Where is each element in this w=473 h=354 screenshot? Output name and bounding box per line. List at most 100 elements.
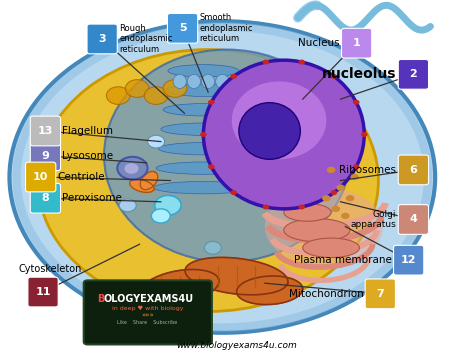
Text: 1: 1: [353, 38, 360, 48]
Text: Lysosome: Lysosome: [62, 151, 114, 161]
Text: 9: 9: [42, 151, 49, 161]
Text: 12: 12: [401, 255, 416, 265]
Circle shape: [263, 205, 269, 210]
Polygon shape: [140, 269, 219, 304]
Circle shape: [332, 206, 340, 212]
Text: Ribosomes: Ribosomes: [339, 165, 396, 175]
Text: 11: 11: [35, 287, 51, 297]
Circle shape: [361, 132, 368, 137]
Ellipse shape: [163, 103, 244, 116]
Circle shape: [117, 157, 148, 179]
Text: 2: 2: [410, 69, 417, 79]
Text: Flagellum: Flagellum: [62, 126, 114, 136]
FancyBboxPatch shape: [365, 279, 395, 309]
FancyBboxPatch shape: [87, 24, 117, 54]
Circle shape: [124, 163, 139, 174]
Circle shape: [298, 205, 305, 210]
Ellipse shape: [168, 65, 239, 77]
Text: in deep ♥ with biology: in deep ♥ with biology: [112, 305, 184, 311]
Polygon shape: [236, 276, 303, 304]
FancyBboxPatch shape: [398, 155, 429, 185]
Circle shape: [327, 167, 335, 173]
Circle shape: [263, 59, 269, 64]
Text: 10: 10: [33, 172, 48, 182]
FancyBboxPatch shape: [84, 280, 212, 344]
Circle shape: [336, 184, 345, 191]
Ellipse shape: [239, 103, 300, 159]
Polygon shape: [140, 171, 158, 190]
Text: www.biologyexams4u.com: www.biologyexams4u.com: [176, 342, 297, 350]
FancyBboxPatch shape: [394, 245, 424, 275]
FancyBboxPatch shape: [28, 277, 58, 307]
Circle shape: [230, 190, 237, 195]
FancyBboxPatch shape: [26, 162, 56, 192]
Text: Like    Share    Subscribe: Like Share Subscribe: [117, 320, 178, 325]
Circle shape: [155, 195, 181, 215]
FancyBboxPatch shape: [30, 183, 61, 213]
Circle shape: [208, 164, 215, 169]
Circle shape: [331, 190, 337, 195]
Ellipse shape: [201, 74, 215, 88]
Polygon shape: [130, 179, 154, 193]
Circle shape: [350, 174, 359, 180]
Circle shape: [151, 209, 170, 223]
Text: B: B: [97, 294, 105, 304]
FancyBboxPatch shape: [30, 141, 61, 171]
Circle shape: [106, 87, 130, 104]
Ellipse shape: [230, 74, 243, 88]
Circle shape: [148, 135, 165, 148]
FancyBboxPatch shape: [398, 59, 429, 89]
Ellipse shape: [38, 50, 378, 312]
Text: 5: 5: [179, 23, 186, 33]
Polygon shape: [185, 257, 288, 295]
Ellipse shape: [173, 74, 186, 88]
Text: Mitochondrion: Mitochondrion: [289, 289, 363, 299]
Ellipse shape: [161, 123, 246, 135]
Circle shape: [331, 74, 337, 79]
Circle shape: [353, 164, 359, 169]
FancyBboxPatch shape: [167, 13, 198, 43]
Text: nucleolus: nucleolus: [322, 67, 396, 81]
Circle shape: [204, 241, 221, 254]
Circle shape: [322, 195, 331, 201]
Ellipse shape: [203, 60, 364, 209]
Circle shape: [163, 80, 187, 97]
Text: Cytoskeleton: Cytoskeleton: [18, 264, 82, 274]
Text: 6: 6: [410, 165, 417, 175]
Circle shape: [341, 213, 350, 219]
Ellipse shape: [104, 50, 350, 262]
Circle shape: [346, 195, 354, 201]
Ellipse shape: [9, 21, 435, 333]
Circle shape: [125, 80, 149, 97]
Ellipse shape: [154, 181, 253, 194]
Text: Rough
endoplasmic
reticulum: Rough endoplasmic reticulum: [119, 24, 173, 54]
Text: 13: 13: [38, 126, 53, 136]
Text: 4: 4: [410, 215, 417, 224]
Text: Golgi
apparatus: Golgi apparatus: [350, 210, 396, 229]
Ellipse shape: [216, 74, 229, 88]
Text: 8: 8: [42, 193, 49, 203]
Text: OLOGYEXAMS4U: OLOGYEXAMS4U: [103, 294, 193, 304]
Text: Nucleus: Nucleus: [298, 38, 340, 48]
Circle shape: [230, 74, 237, 79]
Circle shape: [119, 199, 136, 212]
Text: Centriole: Centriole: [58, 172, 105, 182]
Ellipse shape: [156, 162, 251, 175]
FancyBboxPatch shape: [30, 116, 61, 146]
Circle shape: [298, 59, 305, 64]
Text: Smooth
endoplasmic
reticulum: Smooth endoplasmic reticulum: [200, 13, 253, 43]
Ellipse shape: [158, 142, 248, 155]
Ellipse shape: [265, 188, 383, 266]
Text: 3: 3: [98, 34, 106, 44]
Circle shape: [208, 100, 215, 105]
FancyBboxPatch shape: [398, 205, 429, 234]
Circle shape: [353, 100, 359, 105]
Ellipse shape: [284, 204, 331, 221]
Text: Plasma membrane: Plasma membrane: [294, 255, 392, 265]
FancyBboxPatch shape: [342, 28, 372, 58]
Ellipse shape: [166, 84, 241, 96]
Ellipse shape: [232, 81, 326, 159]
Circle shape: [144, 87, 168, 104]
Ellipse shape: [284, 218, 350, 242]
Circle shape: [200, 132, 207, 137]
